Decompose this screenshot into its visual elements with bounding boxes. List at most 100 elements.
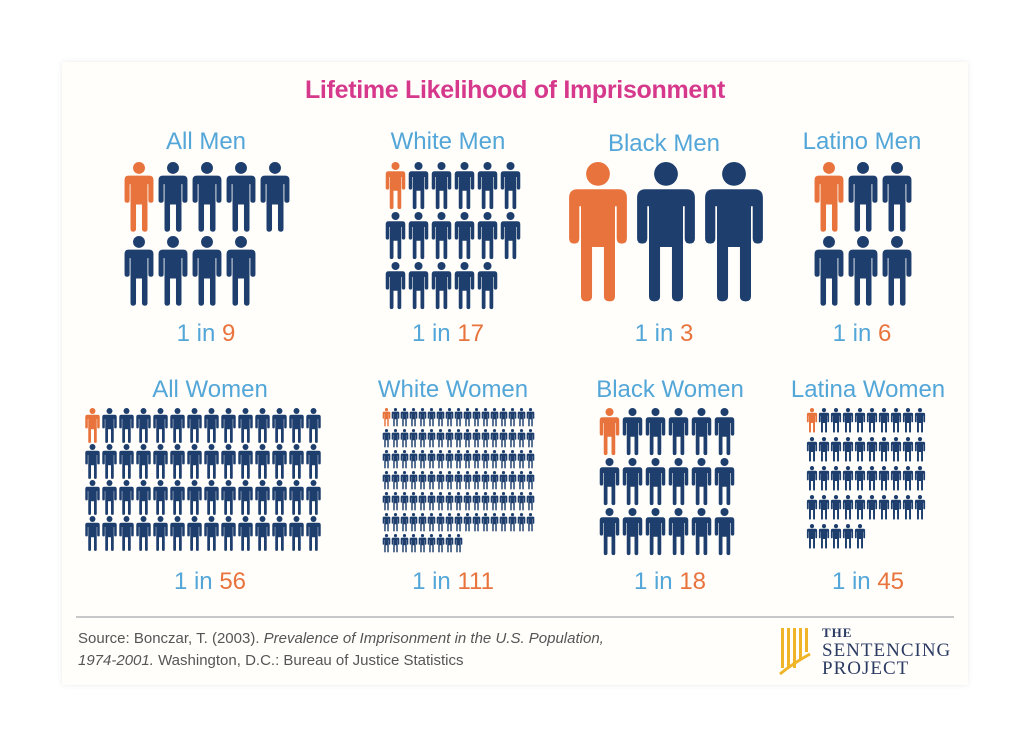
person-icon	[221, 408, 236, 443]
person-icon	[418, 513, 427, 532]
person-icon	[481, 471, 490, 490]
person-icon	[806, 466, 818, 491]
person-icon	[418, 429, 427, 448]
person-icon	[914, 408, 926, 433]
person-icon	[463, 408, 472, 427]
person-icon	[170, 516, 185, 551]
group-title-white-men: White Men	[390, 128, 506, 155]
person-icon-highlighted	[85, 408, 100, 443]
logo-line-3: PROJECT	[822, 658, 910, 679]
person-icon	[499, 429, 508, 448]
group-title-latino-men: Latino Men	[802, 128, 922, 155]
person-icon	[454, 471, 463, 490]
person-icon	[463, 429, 472, 448]
person-icon	[622, 458, 643, 506]
person-icon	[705, 162, 763, 302]
person-icon	[806, 495, 818, 520]
person-icon	[500, 212, 521, 260]
ratio-value: 6	[878, 320, 892, 347]
group-title-black-men: Black Men	[607, 130, 721, 157]
person-icon	[400, 513, 409, 532]
person-icon	[436, 513, 445, 532]
sentencing-project-logo: THE SENTENCING PROJECT	[778, 624, 958, 680]
person-icon	[454, 429, 463, 448]
person-icon	[391, 534, 400, 553]
person-icon	[306, 444, 321, 479]
person-icon	[382, 471, 391, 490]
person-icon	[445, 408, 454, 427]
person-icon	[842, 466, 854, 491]
person-icon	[848, 236, 878, 306]
ratio-white-women: 1 in 111	[363, 568, 543, 596]
person-icon	[472, 513, 481, 532]
person-icon	[454, 408, 463, 427]
person-icon	[714, 408, 735, 456]
person-icon	[814, 236, 844, 306]
person-icon	[272, 516, 287, 551]
person-icon	[238, 516, 253, 551]
person-icon	[136, 444, 151, 479]
person-icon	[408, 212, 429, 260]
ratio-value: 45	[877, 568, 905, 595]
person-icon	[645, 408, 666, 456]
person-icon	[691, 408, 712, 456]
ratio-latino-men: 1 in 6	[782, 320, 942, 348]
person-icon	[431, 262, 452, 310]
person-icon	[102, 516, 117, 551]
person-icon	[481, 450, 490, 469]
person-icon	[400, 534, 409, 553]
person-icon	[890, 466, 902, 491]
person-icon-highlighted	[814, 162, 844, 232]
person-icon	[508, 408, 517, 427]
person-icon	[306, 480, 321, 515]
person-icon	[517, 450, 526, 469]
person-icon	[409, 450, 418, 469]
infographic-card: Lifetime Likelihood of Imprisonment All …	[62, 62, 968, 685]
pictograph-all-men	[124, 162, 290, 306]
person-icon	[427, 534, 436, 553]
group-title-white-women: White Women	[377, 376, 529, 403]
person-icon	[882, 162, 912, 232]
person-icon	[85, 480, 100, 515]
person-icon	[418, 492, 427, 511]
person-icon	[260, 162, 290, 232]
person-icon	[508, 492, 517, 511]
person-icon	[385, 262, 406, 310]
person-icon	[472, 450, 481, 469]
person-icon	[463, 513, 472, 532]
person-icon	[463, 492, 472, 511]
person-icon	[490, 492, 499, 511]
pictograph-black-men	[569, 162, 763, 302]
person-icon	[400, 429, 409, 448]
person-icon	[170, 480, 185, 515]
person-icon	[238, 480, 253, 515]
ratio-all-men: 1 in 9	[126, 320, 286, 348]
person-icon	[221, 480, 236, 515]
person-icon	[400, 450, 409, 469]
person-icon	[427, 492, 436, 511]
ratio-value: 56	[219, 568, 247, 595]
person-icon	[409, 492, 418, 511]
person-icon	[431, 162, 452, 210]
person-icon	[409, 408, 418, 427]
ratio-white-men: 1 in 17	[368, 320, 528, 348]
person-icon	[187, 444, 202, 479]
person-icon	[818, 524, 830, 549]
person-icon	[878, 408, 890, 433]
person-icon	[391, 450, 400, 469]
person-icon	[472, 429, 481, 448]
person-icon	[431, 212, 452, 260]
ratio-prefix: 1 in	[412, 568, 451, 595]
person-icon	[409, 471, 418, 490]
ratio-prefix: 1 in	[411, 320, 451, 347]
person-icon	[204, 444, 219, 479]
person-icon	[408, 262, 429, 310]
person-icon	[481, 408, 490, 427]
pictograph-latina-women	[806, 408, 926, 549]
person-icon	[418, 534, 427, 553]
person-icon	[136, 516, 151, 551]
person-icon	[124, 236, 154, 306]
person-icon	[830, 466, 842, 491]
person-icon	[409, 429, 418, 448]
person-icon	[866, 437, 878, 462]
